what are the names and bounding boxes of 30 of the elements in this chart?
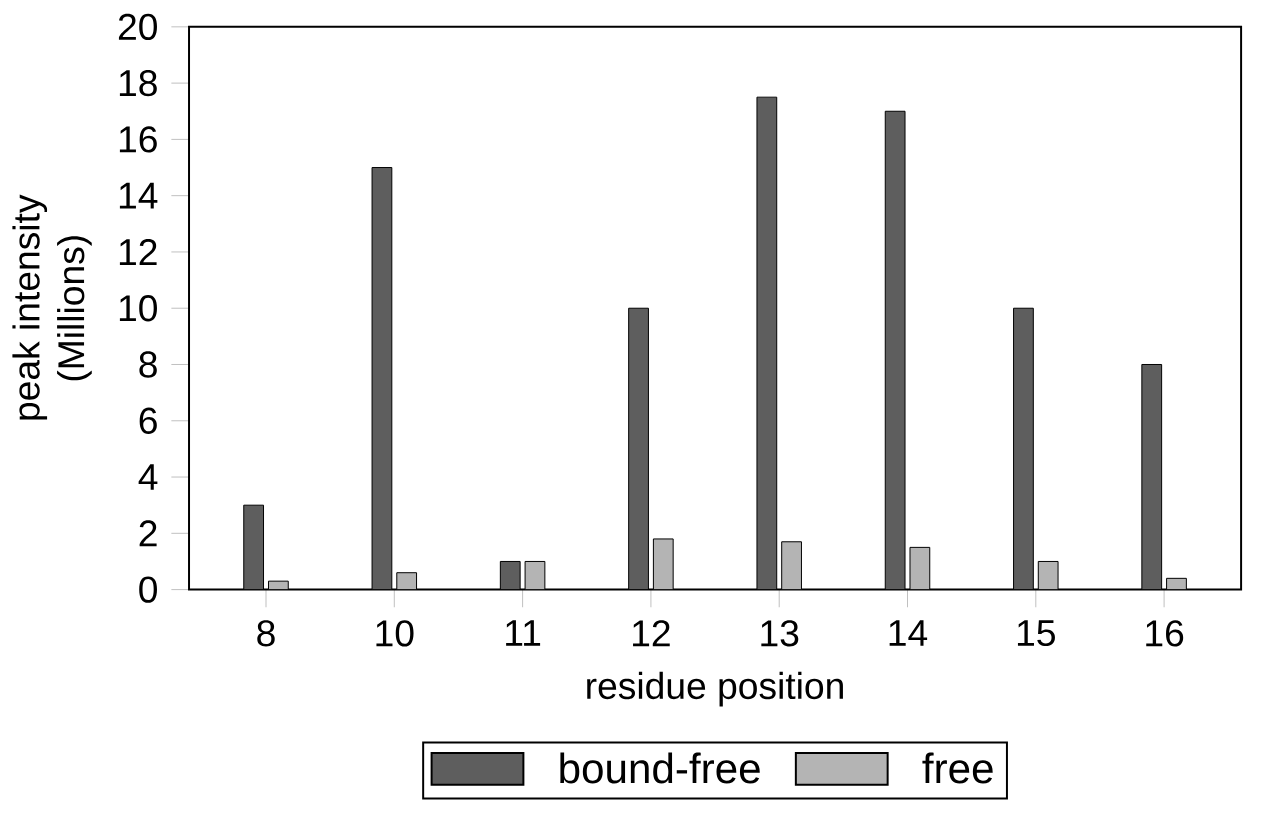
x-tick-label: 16 bbox=[1146, 620, 1184, 647]
y-tick-label: 14 bbox=[119, 183, 158, 209]
bar bbox=[371, 167, 393, 590]
legend-label: bound-free bbox=[560, 752, 760, 784]
y-tick-label: 0 bbox=[139, 576, 157, 603]
y-tick-label: 20 bbox=[118, 13, 157, 41]
bar bbox=[628, 307, 649, 590]
bar bbox=[884, 110, 906, 590]
x-tick-label: 11 bbox=[506, 620, 541, 646]
y-tick-label: 16 bbox=[119, 126, 157, 153]
x-tick-label: 13 bbox=[761, 620, 799, 647]
x-tick-label: 14 bbox=[889, 620, 928, 646]
x-tick-label: 12 bbox=[633, 620, 670, 647]
y-axis-title: peak intensity (Millions) bbox=[12, 194, 92, 420]
y-tick-label: 6 bbox=[139, 407, 157, 435]
y-tick-label: 2 bbox=[139, 520, 157, 547]
bar bbox=[1013, 307, 1034, 590]
x-tick-label: 15 bbox=[1017, 620, 1055, 647]
y-tick-label: 4 bbox=[138, 464, 158, 491]
x-tick-label: 10 bbox=[376, 620, 414, 647]
bar bbox=[756, 96, 778, 590]
y-tick-label: 12 bbox=[119, 239, 157, 266]
y-tick-label: 10 bbox=[119, 295, 157, 322]
y-tick-label: 8 bbox=[139, 351, 157, 378]
bar bbox=[243, 504, 265, 590]
legend-label: free bbox=[922, 752, 993, 784]
x-axis-title: residue position bbox=[587, 672, 843, 707]
x-tick-label: 8 bbox=[257, 620, 275, 647]
bar bbox=[1141, 364, 1163, 590]
y-tick-label: 18 bbox=[119, 70, 157, 97]
